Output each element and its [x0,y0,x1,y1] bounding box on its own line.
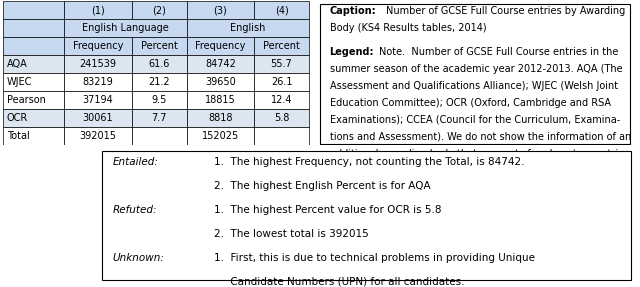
Bar [3,127,65,145]
Text: summer season of the academic year 2012-2013. AQA (The: summer season of the academic year 2012-… [330,64,622,74]
Text: 55.7: 55.7 [271,59,292,69]
Text: 12.4: 12.4 [271,95,292,105]
Text: 1.  First, this is due to technical problems in providing Unique: 1. First, this is due to technical probl… [214,253,535,263]
Text: Entailed:: Entailed: [113,157,159,167]
Text: (3): (3) [214,5,227,15]
Bar [65,37,132,55]
Bar [132,73,187,91]
Bar [3,73,65,91]
Bar [254,109,309,127]
Bar [132,1,187,20]
Bar [132,37,187,55]
Text: Frequency: Frequency [195,41,246,51]
Text: 84742: 84742 [205,59,236,69]
Text: Education Committee); OCR (Oxford, Cambridge and RSA: Education Committee); OCR (Oxford, Cambr… [330,98,611,108]
Text: Caption:: Caption: [330,6,376,16]
Text: Refuted:: Refuted: [113,205,157,215]
Text: 2.  The lowest total is 392015: 2. The lowest total is 392015 [214,229,369,239]
Text: 18815: 18815 [205,95,236,105]
Text: 5.8: 5.8 [274,113,289,123]
Bar [187,73,254,91]
Bar [3,109,65,127]
Text: 241539: 241539 [79,59,116,69]
Text: 61.6: 61.6 [148,59,170,69]
Bar [254,37,309,55]
Text: English Language: English Language [82,23,169,33]
Text: Unknown:: Unknown: [113,253,164,263]
Text: Assessment and Qualifications Alliance); WJEC (Welsh Joint: Assessment and Qualifications Alliance);… [330,81,618,91]
Bar [3,55,65,73]
Text: Percent: Percent [263,41,300,51]
Text: 26.1: 26.1 [271,77,292,87]
Bar [187,109,254,127]
Text: 2.  The highest English Percent is for AQA: 2. The highest English Percent is for AQ… [214,181,431,191]
Text: (1): (1) [91,5,105,15]
Text: Total: Total [7,131,29,141]
Bar [65,55,132,73]
Bar [254,73,309,91]
Text: 1.  The highest Percent value for OCR is 5.8: 1. The highest Percent value for OCR is … [214,205,442,215]
Bar [132,109,187,127]
Bar [187,1,254,20]
Bar [187,20,309,37]
Text: OCR: OCR [7,113,28,123]
Text: (4): (4) [275,5,289,15]
Bar [187,127,254,145]
Bar [3,91,65,109]
Bar [254,91,309,109]
Text: 30061: 30061 [83,113,113,123]
Text: English: English [230,23,266,33]
Bar [65,73,132,91]
Bar [132,127,187,145]
Text: 37194: 37194 [83,95,113,105]
Text: Legend:: Legend: [330,47,374,57]
Bar [65,127,132,145]
Bar [254,1,309,20]
Bar [254,55,309,73]
Text: Percent: Percent [141,41,178,51]
Bar [65,91,132,109]
Text: Examinations); CCEA (Council for the Curriculum, Examina-: Examinations); CCEA (Council for the Cur… [330,115,620,125]
Bar [187,91,254,109]
Text: 21.2: 21.2 [148,77,170,87]
Bar [187,37,254,55]
Bar [65,109,132,127]
Text: Pearson: Pearson [7,95,46,105]
Bar [65,1,132,20]
Bar [187,55,254,73]
Text: 9.5: 9.5 [152,95,167,105]
Bar [3,1,65,20]
Text: 7.7: 7.7 [152,113,167,123]
Text: 83219: 83219 [83,77,113,87]
Text: WJEC: WJEC [7,77,33,87]
Text: AQA: AQA [7,59,28,69]
Text: Body (KS4 Results tables, 2014): Body (KS4 Results tables, 2014) [330,23,486,33]
Text: tions and Assessment). We do not show the information of an: tions and Assessment). We do not show th… [330,132,631,142]
Text: 39650: 39650 [205,77,236,87]
Text: 392015: 392015 [79,131,116,141]
Bar [3,37,65,55]
Text: Candidate Numbers (UPN) for all candidates.: Candidate Numbers (UPN) for all candidat… [214,277,465,287]
Text: 152025: 152025 [202,131,239,141]
Text: 1.  The highest Frequency, not counting the Total, is 84742.: 1. The highest Frequency, not counting t… [214,157,525,167]
Text: additional awarding body that accounts for almost no entries.: additional awarding body that accounts f… [330,149,632,159]
Bar [3,20,65,37]
Bar [65,20,187,37]
Bar [132,55,187,73]
Bar [132,91,187,109]
Text: Number of GCSE Full Course entries by Awarding: Number of GCSE Full Course entries by Aw… [385,6,625,16]
Text: (2): (2) [152,5,166,15]
Text: Note.  Number of GCSE Full Course entries in the: Note. Number of GCSE Full Course entries… [379,47,619,57]
Bar [254,127,309,145]
Text: 8818: 8818 [208,113,232,123]
Text: Frequency: Frequency [73,41,124,51]
